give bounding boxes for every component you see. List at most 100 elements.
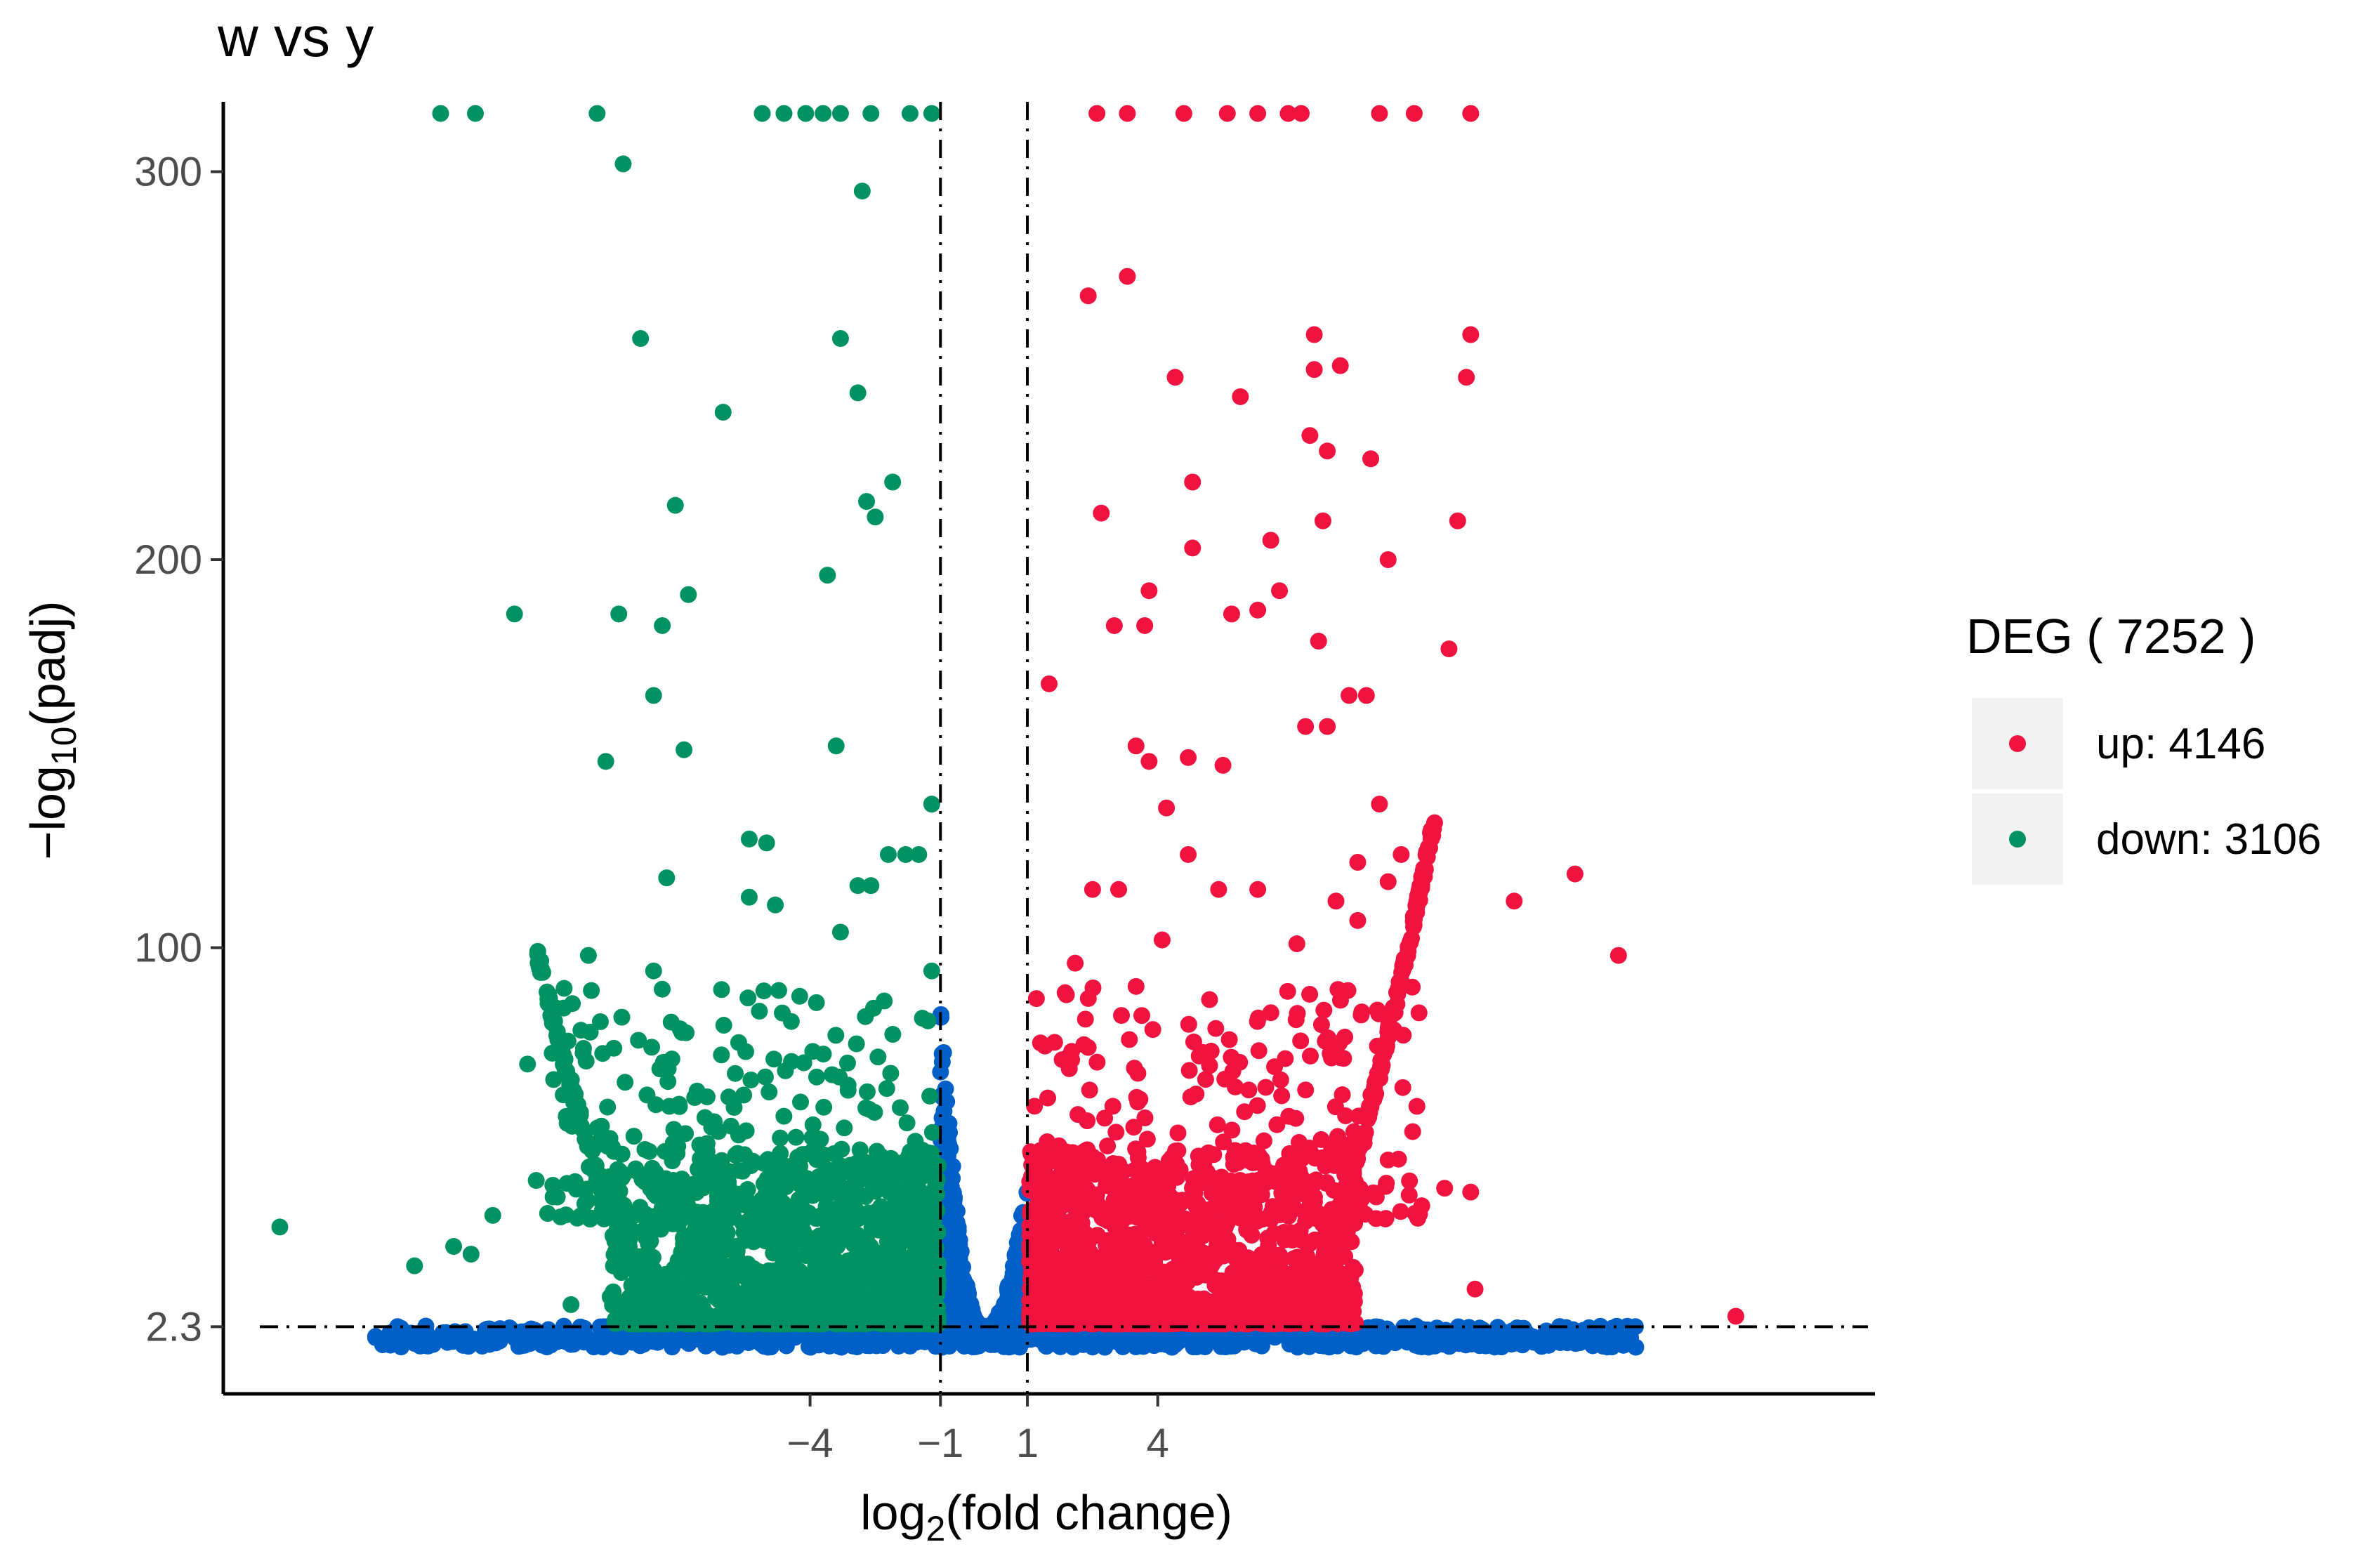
point-up-regulated: [1409, 1206, 1427, 1223]
point-down-regulated: [923, 962, 940, 980]
point-not-significant: [584, 1333, 601, 1351]
point-down-regulated: [735, 1224, 753, 1241]
point-down-regulated: [658, 869, 676, 887]
point-down-regulated: [783, 1053, 801, 1070]
point-down-regulated: [917, 1246, 935, 1263]
point-down-regulated: [884, 1026, 902, 1043]
point-up-regulated: [1160, 1152, 1178, 1170]
point-up-regulated: [1293, 1149, 1311, 1167]
point-down-regulated: [819, 567, 836, 584]
point-down-regulated: [406, 1257, 423, 1274]
point-down-regulated: [775, 105, 793, 122]
point-down-regulated: [720, 1088, 737, 1106]
point-up-regulated: [1220, 1177, 1237, 1194]
point-up-regulated: [1301, 1047, 1319, 1065]
point-down-regulated: [839, 1081, 857, 1099]
point-up-regulated: [1094, 1210, 1112, 1227]
point-down-regulated: [643, 1039, 661, 1056]
point-not-significant: [552, 1330, 570, 1348]
point-up-regulated: [1334, 1086, 1351, 1104]
point-down-regulated: [564, 1081, 581, 1098]
point-up-regulated: [1367, 1210, 1385, 1227]
point-down-regulated: [688, 1082, 706, 1100]
point-not-significant: [848, 1336, 865, 1354]
point-up-regulated: [1088, 1053, 1106, 1071]
point-down-regulated: [882, 1065, 900, 1082]
point-down-regulated: [808, 1068, 825, 1086]
point-down-regulated: [577, 1053, 595, 1070]
point-not-significant: [933, 1088, 951, 1106]
point-not-significant: [598, 1336, 615, 1353]
point-not-significant: [1161, 1329, 1178, 1346]
point-up-regulated: [1127, 1140, 1145, 1158]
point-up-regulated: [1107, 1267, 1125, 1284]
point-not-significant: [1038, 1333, 1055, 1351]
point-up-regulated: [1105, 1154, 1122, 1172]
point-down-regulated: [645, 962, 662, 980]
point-down-regulated: [593, 1117, 610, 1135]
point-up-regulated: [1098, 1232, 1116, 1249]
point-not-significant: [513, 1332, 530, 1350]
point-up-regulated: [1107, 1124, 1125, 1141]
point-not-significant: [867, 1337, 885, 1355]
point-up-regulated: [1335, 1050, 1352, 1067]
point-down-regulated: [555, 1055, 572, 1072]
point-down-regulated: [812, 1131, 829, 1148]
point-not-significant: [949, 1256, 967, 1273]
point-not-significant: [754, 1336, 772, 1354]
point-not-significant: [908, 1333, 926, 1351]
point-down-regulated: [815, 1098, 833, 1116]
point-down-regulated: [610, 605, 628, 623]
point-down-regulated: [625, 1128, 643, 1145]
point-up-regulated: [1034, 1314, 1052, 1331]
point-up-regulated: [1305, 1172, 1323, 1190]
point-not-significant: [1348, 1338, 1365, 1356]
point-down-regulated: [809, 1145, 827, 1163]
point-up-regulated: [1039, 1089, 1057, 1107]
point-up-regulated: [1352, 1202, 1370, 1220]
point-up-regulated: [1056, 984, 1074, 1001]
point-down-regulated: [833, 1140, 850, 1158]
point-up-regulated: [1051, 1210, 1068, 1227]
point-down-regulated: [827, 737, 845, 755]
point-not-significant: [944, 1184, 962, 1201]
point-down-regulated: [628, 1315, 646, 1333]
point-not-significant: [933, 1109, 951, 1126]
point-down-regulated: [774, 1004, 791, 1022]
point-not-significant: [1292, 1331, 1310, 1349]
point-down-regulated: [767, 896, 784, 914]
chart-title: w vs y: [217, 6, 374, 68]
point-not-significant: [713, 1333, 731, 1351]
point-up-regulated: [1273, 1087, 1291, 1105]
point-down-regulated: [577, 1131, 594, 1148]
point-up-regulated: [1047, 1232, 1065, 1249]
point-down-regulated: [858, 1083, 876, 1100]
point-up-regulated: [1104, 1098, 1121, 1115]
point-up-regulated: [1189, 1195, 1206, 1213]
point-down-regulated: [484, 1206, 501, 1224]
point-down-regulated: [764, 1156, 782, 1173]
point-up-regulated: [1408, 1098, 1426, 1115]
point-not-significant: [802, 1338, 819, 1356]
point-down-regulated: [867, 508, 884, 526]
point-not-significant: [944, 1202, 962, 1220]
point-down-regulated: [849, 1252, 867, 1270]
point-up-regulated: [1078, 1314, 1095, 1331]
point-up-regulated: [1180, 1062, 1198, 1079]
point-up-regulated: [1138, 1209, 1156, 1227]
point-up-regulated: [1291, 1222, 1309, 1239]
point-down-regulated: [923, 796, 940, 813]
point-down-regulated: [709, 1187, 726, 1205]
point-down-regulated: [892, 1099, 909, 1116]
point-up-regulated: [1404, 1123, 1421, 1140]
point-down-regulated: [787, 1128, 805, 1146]
point-up-regulated: [1144, 1021, 1161, 1039]
point-down-regulated: [532, 960, 550, 977]
point-up-regulated: [1297, 1081, 1315, 1099]
point-down-regulated: [664, 1152, 681, 1170]
point-up-regulated: [1187, 1085, 1205, 1102]
point-up-regulated: [1168, 1209, 1186, 1227]
point-down-regulated: [808, 994, 825, 1011]
point-down-regulated: [545, 1071, 562, 1088]
point-not-significant: [951, 1237, 968, 1254]
